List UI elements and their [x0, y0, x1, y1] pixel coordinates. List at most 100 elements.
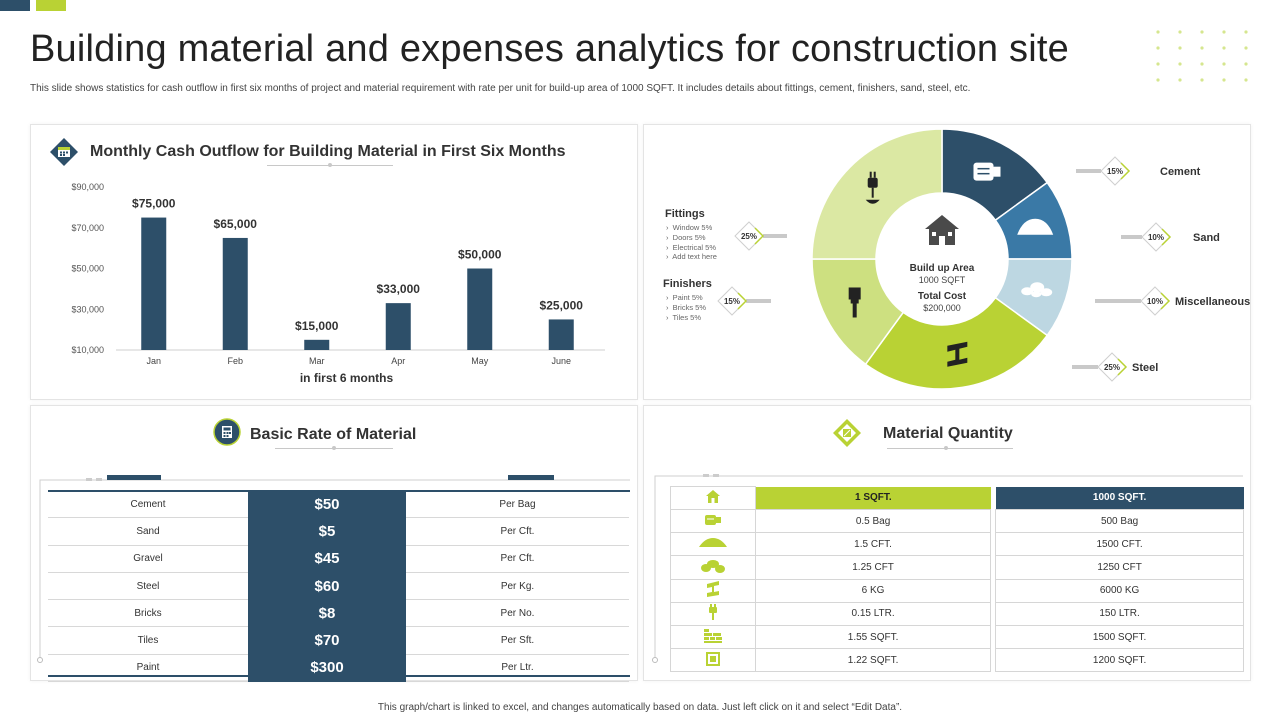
fittings-detail-item: › Add text here [666, 252, 717, 262]
bar-value-label: $33,000 [377, 282, 421, 296]
quantity-1-sqft: 0.5 Bag [754, 508, 992, 534]
gravel-icon [1021, 282, 1053, 298]
bar-value-label: $15,000 [295, 319, 339, 333]
callout-bar [763, 234, 787, 238]
quantity-table-frame [652, 474, 1243, 663]
callout-bar [1076, 169, 1101, 173]
bar-chart-title: Monthly Cash Outflow for Building Materi… [90, 143, 566, 160]
finishers-detail-item: › Paint 5% [666, 293, 703, 302]
material-unit: Per Kg. [406, 572, 629, 601]
sand-pile-icon [670, 532, 756, 557]
sand-pile-icon [1017, 218, 1054, 235]
gravel-icon [670, 555, 756, 580]
material-unit: Per Sft. [406, 626, 629, 655]
rate-row: Cement $50 Per Bag [48, 491, 629, 519]
x-tick-label: May [471, 356, 489, 366]
rate-row: Gravel $45 Per Cft. [48, 545, 629, 573]
material-name: Gravel [48, 545, 248, 573]
center-value-area: 1000 SQFT [919, 275, 966, 285]
bar-chart: $10,000 $30,000 $50,000 $70,000 $90,000 $75,0… [71, 182, 605, 385]
calendar-icon [50, 138, 78, 166]
percent-label-cement: 15% [1107, 167, 1123, 176]
fittings-detail-item: › Window 5% [666, 223, 713, 232]
diamond-accent [1160, 292, 1171, 310]
quantity-row: 1.55 SQFT. 1500 SQFT. [670, 624, 1244, 650]
quantity-1-sqft: 1.5 CFT. [754, 532, 992, 557]
x-tick-label: Feb [227, 356, 243, 366]
callout-bar [746, 299, 771, 303]
fittings-details: › Window 5% › Doors 5% › Electrical 5% ›… [666, 223, 717, 262]
bar-june [548, 319, 574, 350]
footer-note: This graph/chart is linked to excel, and… [377, 702, 903, 713]
diamond-accent [754, 227, 765, 245]
quantity-1-sqft: 1.55 SQFT. [754, 624, 992, 650]
page-subtitle: This slide shows statistics for cash out… [30, 83, 971, 94]
y-tick-label: $50,000 [71, 264, 104, 274]
quantity-table: 1 SQFT. 1000 SQFT. 0.5 Bag 500 Bag 1.5 CFT… [670, 486, 1244, 673]
title-underline [887, 448, 1013, 449]
material-unit: Per Ltr. [406, 654, 629, 683]
quantity-1000-sqft: 150 LTR. [995, 601, 1244, 626]
slice-name-miscellaneous: Miscellaneous [1175, 296, 1250, 308]
house-icon [925, 215, 959, 245]
material-price: $50 [248, 491, 406, 519]
material-name: Sand [48, 517, 248, 546]
bar-mar [304, 339, 330, 350]
material-price: $60 [248, 572, 406, 601]
quantity-row: 0.15 LTR. 150 LTR. [670, 601, 1244, 626]
x-tick-label: Mar [309, 356, 325, 366]
quantity-1-sqft: 6 KG [754, 578, 992, 603]
material-name: Tiles [48, 626, 248, 655]
column-spacer [990, 486, 996, 510]
finishers-detail-item: › Bricks 5% [666, 302, 707, 312]
rate-row: Bricks $8 Per No. [48, 599, 629, 628]
slice-name-steel: Steel [1132, 362, 1158, 374]
fittings-label: Fittings [665, 208, 705, 220]
fittings-detail-item: › Doors 5% [666, 232, 706, 242]
center-label-cost: Total Cost [918, 291, 967, 302]
material-name: Steel [48, 572, 248, 601]
finishers-label: Finishers [663, 278, 712, 290]
title-underline-dot [328, 163, 332, 167]
quantity-1000-sqft: 1250 CFT [995, 555, 1244, 580]
percent-label-fittings: 25% [741, 232, 757, 241]
material-name: Paint [48, 654, 248, 683]
material-price: $8 [248, 599, 406, 628]
paint-brush-icon [848, 287, 861, 318]
diamond-accent [737, 292, 748, 310]
quantity-1000-sqft: 1500 CFT. [995, 532, 1244, 557]
rate-row: Paint $300 Per Ltr. [48, 654, 629, 683]
diamond-accent [1161, 228, 1172, 246]
finishers-detail-item: › Tiles 5% [666, 312, 702, 322]
x-axis-label: in first 6 months [300, 371, 394, 385]
percent-label-steel: 25% [1104, 363, 1120, 372]
x-tick-label: June [551, 356, 571, 366]
quantity-1000-sqft: 6000 KG [995, 578, 1244, 603]
material-price: $5 [248, 517, 406, 546]
y-tick-label: $90,000 [71, 182, 104, 192]
material-price: $70 [248, 626, 406, 655]
material-name: Bricks [48, 599, 248, 628]
plug-icon [670, 601, 756, 626]
finishers-details: › Paint 5% › Bricks 5% › Tiles 5% [666, 293, 706, 322]
bar-value-label: $75,000 [132, 197, 176, 211]
material-unit: Per No. [406, 599, 629, 628]
material-name: Cement [48, 491, 248, 519]
quantity-row: 1.22 SQFT. 1200 SQFT. [670, 648, 1244, 673]
cement-bag-icon [670, 508, 756, 534]
bar-feb [222, 237, 248, 350]
quantity-1000-sqft: 1500 SQFT. [995, 624, 1244, 650]
slice-name-sand: Sand [1193, 232, 1220, 244]
center-value-cost: $200,000 [923, 303, 961, 313]
y-tick-label: $70,000 [71, 223, 104, 233]
rate-panel-title: Basic Rate of Material [250, 426, 417, 443]
bar-apr [385, 303, 411, 350]
cash-outflow-panel: Monthly Cash Outflow for Building Materi… [30, 124, 638, 400]
callout-bar [1121, 235, 1142, 239]
rate-row: Tiles $70 Per Sft. [48, 626, 629, 655]
bar-value-label: $65,000 [214, 217, 258, 231]
material-unit: Per Cft. [406, 517, 629, 546]
percent-label-sand: 10% [1148, 233, 1164, 242]
diamond-accent [1120, 162, 1131, 180]
percent-label-finishers: 15% [724, 297, 740, 306]
